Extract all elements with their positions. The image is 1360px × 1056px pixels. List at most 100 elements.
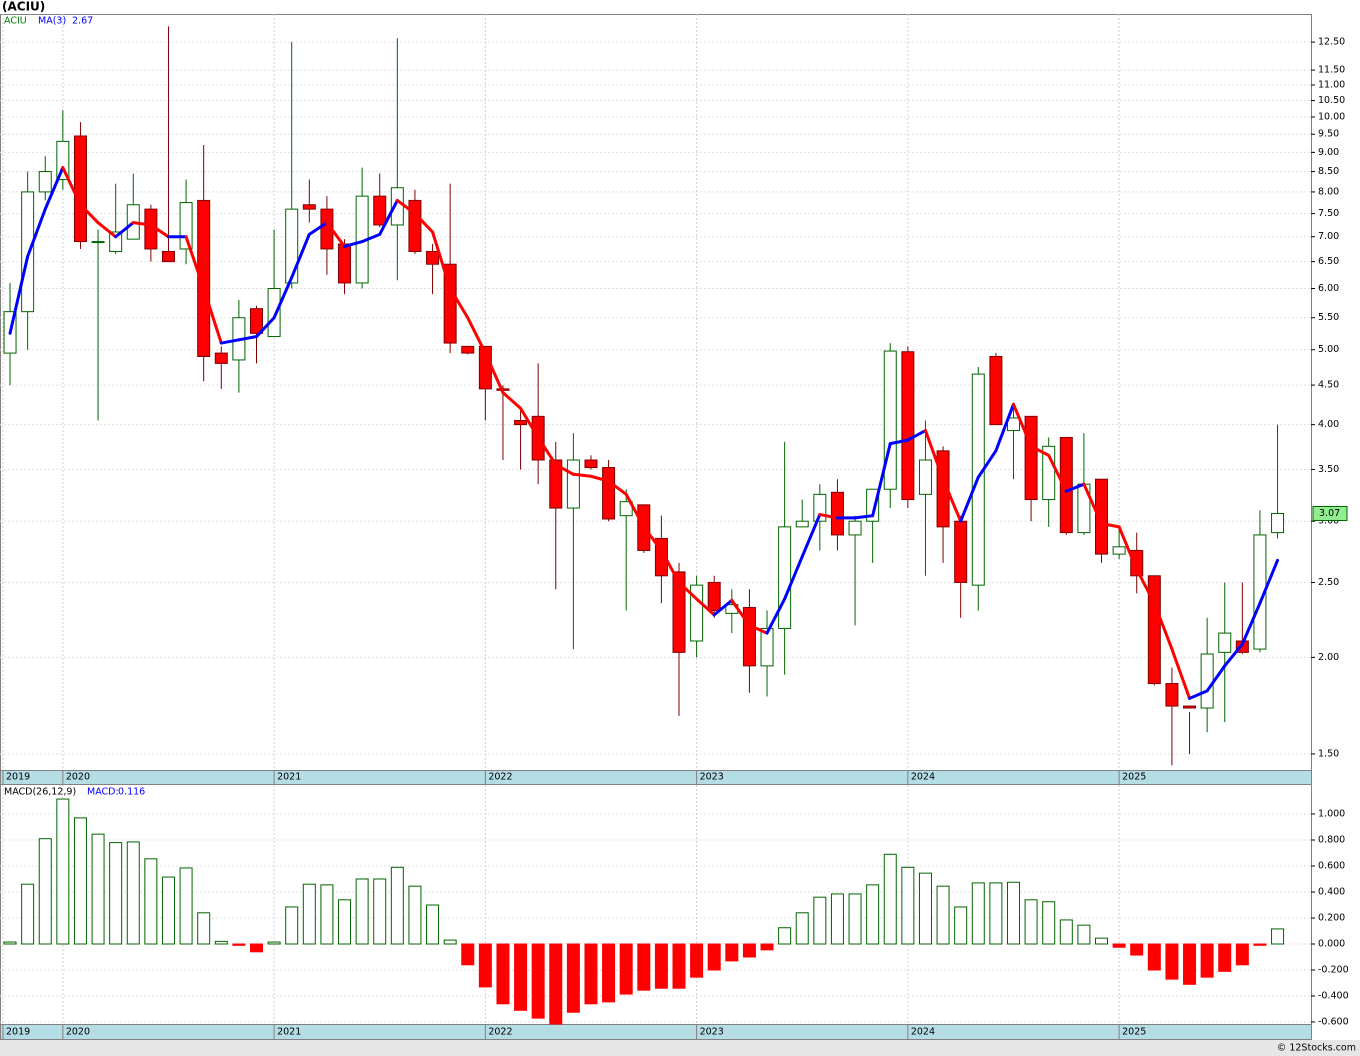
y-tick-label: 7.50 [1318,208,1339,219]
ma-segment [607,479,628,496]
y-tick-label: 0.600 [1318,860,1345,871]
macd-bar [1218,943,1232,972]
candle-body [566,459,580,509]
source: © 12Stocks.com [1277,1043,1356,1054]
candle-body [302,204,316,210]
candle-body [179,202,193,250]
ma-segment [1047,453,1068,493]
y-tick-label: 0.200 [1318,913,1345,924]
y-tick-label: 11.50 [1318,65,1345,76]
candle-body [38,171,52,193]
ma-segment [642,525,663,552]
candle-body [91,241,105,244]
ma-segment [395,198,417,216]
macd-bar [637,943,651,991]
macd-bar [144,858,158,945]
candle-body [1165,683,1179,707]
ma-segment [483,351,505,395]
ma-segment [536,435,558,467]
macd-bar [654,943,668,989]
macd-bar [214,940,228,945]
candle-body [707,581,721,611]
y-tick-label: 9.50 [1318,129,1339,140]
macd-bar [971,882,985,945]
macd-bar [1077,924,1091,945]
y-tick-label: 2.50 [1318,577,1339,588]
ma-segment [78,203,100,225]
footer-band [0,1040,1360,1056]
ma-segment [1170,647,1192,700]
candle-body [1130,549,1144,577]
y-tick-label: 3.00 [1318,516,1339,527]
x-tick-label: 2023 [700,1027,724,1038]
ma-segment [431,230,452,291]
ma-segment [747,623,769,635]
candle-body [672,571,686,653]
price-plot [0,14,1312,771]
ma-segment [571,472,593,478]
candle-body [584,459,598,469]
candle-body [21,191,35,313]
ma-segment [61,166,82,207]
macd-bar [778,927,792,945]
candle-body [249,308,263,334]
macd-bar [302,883,316,945]
ma-segment [96,221,118,239]
ma-segment [624,492,646,529]
ma-segment [325,221,347,248]
ma-segment [1205,664,1227,693]
y-tick-label: -0.600 [1318,1017,1349,1028]
ma-segment [1100,521,1121,529]
ma-segment [783,555,804,601]
ma-segment [871,442,892,518]
y-tick-label: 6.00 [1318,283,1339,294]
y-tick-label: 4.00 [1318,419,1339,430]
x-tick-label: 2020 [66,1027,90,1038]
macd-bar [109,842,123,945]
macd-bar [830,893,844,945]
ma-segment [272,275,294,320]
ma-segment [959,475,980,523]
ma-segment [906,429,927,442]
macd-bar [1042,901,1056,945]
ma-segment [888,438,910,446]
ma-segment [343,240,364,248]
candle-body [1095,478,1109,555]
macd-bar [725,943,739,962]
macd-bar [355,878,369,945]
x-tick-label: 2023 [700,772,724,783]
y-tick-label: 10.00 [1318,111,1345,122]
ma-segment [43,166,65,211]
macd-bar [267,941,281,945]
y-tick-label: 8.50 [1318,166,1339,177]
y-tick-label: 9.00 [1318,147,1339,158]
macd-bar [690,943,704,978]
macd-bar [478,943,492,988]
ma-segment [589,474,611,483]
macd-bar [179,867,193,945]
ma-segment [1117,525,1139,571]
ma-segment [818,513,839,520]
legend-symbol: ACIU [4,16,27,27]
ma-segment [237,335,258,342]
ma-segment [131,221,153,227]
candle-body [778,526,792,629]
candle-body [1271,512,1285,534]
ma-segment [677,580,699,601]
macd-title: MACD(26,12,9) [4,787,76,798]
x-tick-label: 2022 [488,1027,512,1038]
macd-bar [707,943,721,971]
y-tick-label: -0.400 [1318,991,1349,1002]
ma-segment [554,463,575,476]
y-tick-label: 12.50 [1318,37,1345,48]
macd-bar [3,941,17,945]
y-tick-label: 0.800 [1318,834,1345,845]
chart-title: (ACIU) [2,0,45,14]
y-tick-label: 7.00 [1318,231,1339,242]
candle-body [1218,632,1232,653]
ma-segment [695,597,716,617]
macd-bar [954,906,968,945]
candle-body [619,501,633,517]
y-tick-label: 4.50 [1318,380,1339,391]
